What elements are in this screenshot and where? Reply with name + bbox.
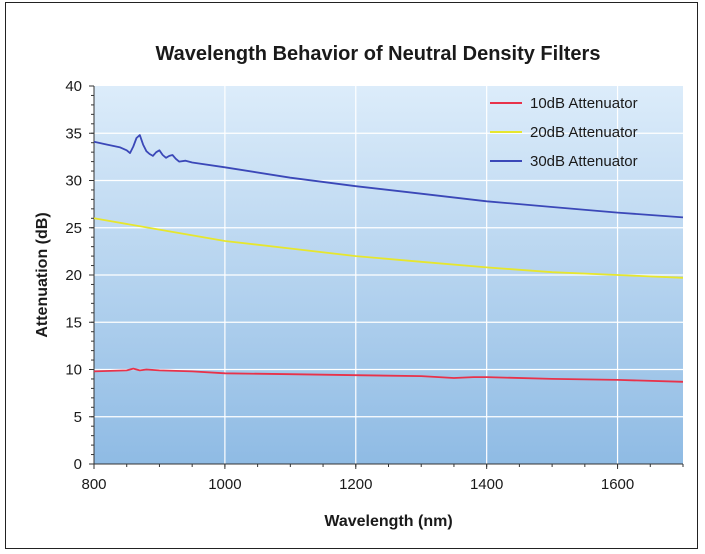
- x-tick-label: 1000: [208, 476, 241, 493]
- y-tick-label: 25: [65, 220, 82, 237]
- y-tick-label: 10: [65, 362, 82, 379]
- series-group: [93, 134, 684, 383]
- series-line-3: [93, 134, 684, 219]
- legend: 10dB Attenuator 20dB Attenuator 30dB Atten…: [490, 95, 638, 170]
- x-tick-label: 800: [81, 476, 106, 493]
- legend-label-3: 30dB Attenuator: [530, 153, 638, 170]
- x-axis-title: Wavelength (nm): [324, 513, 452, 530]
- x-tick-label: 1400: [470, 476, 503, 493]
- y-tick-label: 0: [74, 456, 82, 473]
- series-line-2: [93, 217, 684, 279]
- y-tick-label: 20: [65, 267, 82, 284]
- gridlines: [94, 86, 683, 464]
- axes: 800 1000 1200 1400 1600 0 5 10 15 20 25 30 35 40: [65, 78, 684, 493]
- y-tick-label: 35: [65, 125, 82, 142]
- series-line-1: [93, 367, 684, 383]
- y-tick-label: 30: [65, 173, 82, 190]
- y-tick-label: 15: [65, 314, 82, 331]
- legend-label-2: 20dB Attenuator: [530, 124, 638, 141]
- chart-title: Wavelength Behavior of Neutral Density F…: [156, 43, 601, 65]
- x-tick-label: 1600: [601, 476, 634, 493]
- x-tick-label: 1200: [339, 476, 372, 493]
- y-axis-title: Attenuation (dB): [34, 212, 51, 337]
- legend-label-1: 10dB Attenuator: [530, 95, 638, 112]
- y-tick-label: 5: [74, 409, 82, 426]
- y-tick-label: 40: [65, 78, 82, 95]
